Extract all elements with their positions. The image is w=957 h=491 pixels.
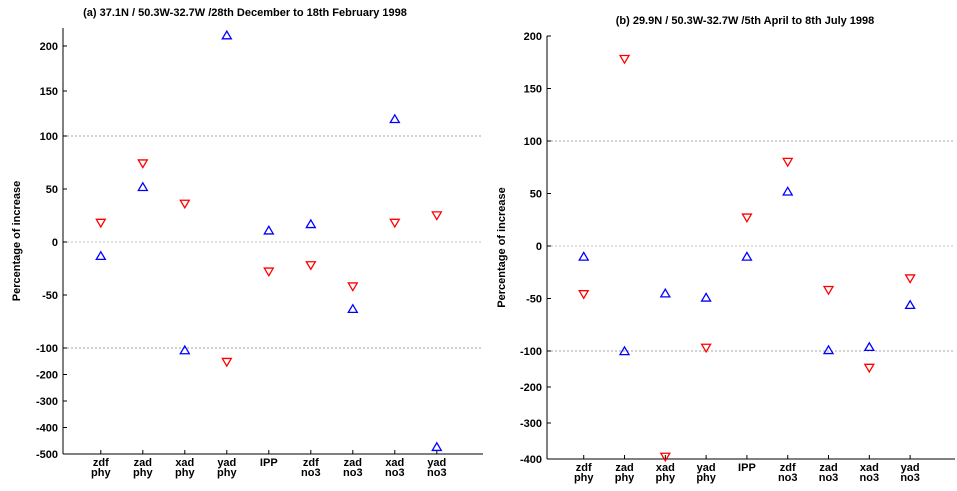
y-tick-label: -300 (520, 418, 542, 430)
x-tick-label: zad no3 (343, 457, 363, 479)
marker (179, 199, 191, 210)
marker (431, 441, 443, 452)
y-tick-label: -300 (36, 396, 58, 408)
y-tick-label: 50 (46, 184, 58, 196)
y-tick-label: -50 (526, 294, 542, 306)
x-tick-label: zad phy (615, 462, 635, 484)
marker (782, 157, 794, 168)
y-tick-label: -100 (36, 343, 58, 355)
y-tick-label: 200 (40, 41, 58, 53)
y-tick-label: -200 (36, 370, 58, 382)
marker (782, 186, 794, 196)
marker (389, 113, 401, 124)
marker (221, 357, 233, 368)
x-tick-label: zad phy (133, 457, 153, 479)
chart-title: (b) 29.9N / 50.3W-32.7W /5th April to 8t… (616, 15, 875, 27)
x-tick-label: yad no3 (427, 457, 447, 479)
y-tick-label: 150 (524, 84, 542, 96)
marker (263, 225, 275, 235)
y-tick-label: -400 (520, 454, 542, 466)
y-tick-label: -500 (36, 449, 58, 461)
marker (904, 274, 916, 284)
marker (347, 282, 359, 292)
marker (659, 452, 671, 463)
x-tick-label: yad phy (217, 457, 237, 479)
marker (95, 250, 107, 261)
x-tick-label: xad no3 (385, 457, 405, 479)
x-tick-label: zdf no3 (778, 462, 798, 484)
marker (578, 251, 590, 261)
marker (741, 251, 753, 261)
marker (822, 285, 835, 296)
marker (659, 287, 671, 298)
marker (137, 159, 149, 169)
marker (863, 341, 875, 352)
x-tick-label: IPP (738, 462, 756, 474)
marker (179, 344, 191, 355)
marker (305, 218, 317, 229)
y-tick-label: -50 (42, 290, 58, 302)
marker (347, 303, 359, 314)
marker (95, 218, 107, 229)
marker (578, 290, 590, 300)
x-tick-label: zdf phy (574, 462, 594, 484)
x-tick-label: zdf phy (91, 457, 111, 479)
marker (618, 54, 631, 65)
marker (305, 261, 317, 271)
y-tick-label: -100 (520, 346, 542, 358)
y-axis-label: Percentage of increase (496, 187, 508, 307)
x-tick-label: xad phy (656, 462, 676, 484)
y-axis-label: Percentage of increase (11, 181, 23, 301)
x-tick-label: zdf no3 (301, 457, 321, 479)
y-tick-label: 200 (524, 31, 542, 43)
marker (700, 343, 712, 354)
y-tick-label: 0 (52, 237, 58, 249)
y-tick-label: 100 (524, 136, 542, 148)
marker (700, 292, 712, 302)
marker (741, 213, 753, 223)
x-tick-label: IPP (260, 457, 278, 469)
y-tick-label: 0 (536, 241, 542, 253)
y-tick-label: -400 (36, 423, 58, 435)
x-tick-label: yad no3 (900, 462, 920, 484)
chart-title: (a) 37.1N / 50.3W-32.7W /28th December t… (83, 7, 407, 19)
marker (221, 29, 233, 40)
marker (822, 344, 835, 355)
x-tick-label: xad phy (175, 457, 195, 479)
x-tick-label: zad no3 (819, 462, 839, 484)
marker (904, 299, 916, 310)
marker (389, 218, 401, 229)
y-tick-label: 150 (40, 86, 58, 98)
marker (431, 211, 443, 221)
y-tick-label: 50 (530, 189, 542, 201)
marker (618, 345, 631, 356)
marker (263, 267, 275, 278)
y-tick-label: -200 (520, 382, 542, 394)
marker (137, 181, 149, 192)
x-tick-label: yad phy (696, 462, 716, 484)
marker (863, 363, 875, 374)
y-tick-label: 100 (40, 131, 58, 143)
x-tick-label: xad no3 (860, 462, 880, 484)
